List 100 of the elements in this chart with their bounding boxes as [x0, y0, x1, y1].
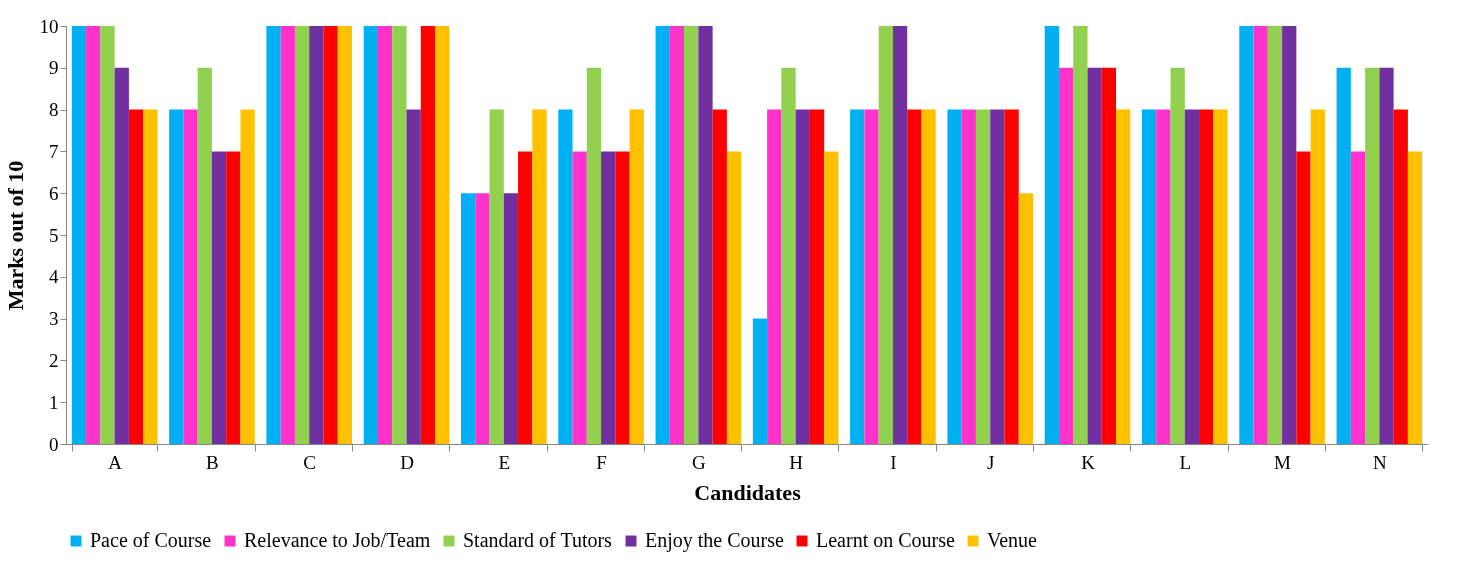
bar — [1087, 67, 1102, 444]
bar — [947, 109, 962, 444]
legend-label: Pace of Course — [90, 529, 212, 551]
bar — [280, 26, 295, 444]
bar — [990, 109, 1005, 444]
bar — [1004, 109, 1019, 444]
legend-label: Relevance to Job/Team — [244, 529, 431, 551]
bar — [629, 109, 644, 444]
bar — [1365, 67, 1380, 444]
bar — [795, 109, 810, 444]
x-tick-label: C — [303, 451, 317, 473]
y-tick-label: 3 — [49, 308, 59, 330]
bar — [655, 26, 670, 444]
bar — [615, 151, 630, 444]
bar — [1156, 109, 1171, 444]
bar — [337, 26, 353, 444]
x-tick-label: H — [789, 451, 804, 473]
bar — [294, 26, 310, 444]
bar — [1267, 26, 1283, 444]
bar — [420, 26, 436, 444]
bar — [489, 109, 504, 444]
bar — [1350, 151, 1366, 444]
bar — [518, 151, 533, 444]
bar — [435, 26, 450, 444]
bar — [100, 26, 115, 444]
bar — [1141, 109, 1157, 444]
bar — [558, 109, 573, 444]
x-tick-label: J — [987, 451, 995, 473]
bar — [726, 151, 742, 444]
bar — [475, 193, 490, 444]
bar — [586, 67, 602, 444]
bar — [226, 151, 241, 444]
bar — [961, 109, 976, 444]
bar — [1116, 109, 1131, 444]
y-axis-title: Marks out of 10 — [2, 160, 28, 311]
bar — [809, 109, 825, 444]
x-tick-label: F — [596, 451, 607, 473]
bar — [921, 109, 936, 444]
bar — [1018, 193, 1034, 444]
bar — [767, 109, 782, 444]
bar — [1170, 67, 1185, 444]
bar — [601, 151, 616, 444]
bar — [503, 193, 519, 444]
bar — [1310, 109, 1325, 444]
bar — [669, 26, 685, 444]
bar — [975, 109, 991, 444]
y-tick-label: 4 — [49, 266, 59, 288]
bar — [532, 109, 547, 444]
bar — [183, 109, 198, 444]
bar — [712, 109, 727, 444]
x-tick-label: G — [691, 451, 706, 473]
legend-label: Venue — [987, 529, 1038, 551]
bar — [460, 193, 476, 444]
bar — [169, 109, 184, 444]
x-tick-label: A — [108, 451, 123, 473]
bar — [143, 109, 158, 444]
legend-label: Enjoy the Course — [645, 529, 784, 552]
bar — [878, 26, 893, 444]
bar — [1336, 67, 1351, 444]
bar — [1184, 109, 1200, 444]
bar — [1044, 26, 1059, 444]
bar — [907, 109, 922, 444]
bar — [824, 151, 839, 444]
y-tick-label: 5 — [49, 224, 59, 246]
bar — [684, 26, 699, 444]
bar — [71, 26, 87, 444]
bar — [1058, 67, 1074, 444]
bar — [850, 109, 865, 444]
x-tick-label: M — [1274, 451, 1292, 473]
y-tick-label: 7 — [49, 140, 59, 162]
bar — [86, 26, 101, 444]
y-tick-label: 8 — [49, 99, 59, 121]
x-tick-label: B — [206, 451, 219, 473]
bar — [114, 67, 129, 444]
y-tick-label: 0 — [49, 433, 59, 455]
bar — [572, 151, 587, 444]
bar — [752, 318, 768, 444]
x-tick-label: E — [498, 451, 511, 473]
bar — [892, 26, 908, 444]
bar — [1101, 67, 1117, 444]
bar — [128, 109, 144, 444]
bar — [1199, 109, 1214, 444]
legend-label: Standard of Tutors — [463, 529, 613, 551]
bar — [309, 26, 324, 444]
bar — [864, 109, 879, 444]
y-tick-label: 9 — [49, 57, 59, 79]
bar — [377, 26, 393, 444]
bar — [1282, 26, 1297, 444]
bar — [1073, 26, 1088, 444]
x-tick-label: D — [400, 451, 414, 473]
legend-label: Learnt on Course — [816, 529, 955, 551]
bar — [1379, 67, 1394, 444]
x-tick-label: L — [1179, 451, 1192, 473]
bar — [698, 26, 713, 444]
bar — [1296, 151, 1311, 444]
bar — [1393, 109, 1408, 444]
bar — [323, 26, 338, 444]
bar — [1213, 109, 1228, 444]
bar — [363, 26, 378, 444]
x-tick-label: N — [1372, 451, 1387, 473]
